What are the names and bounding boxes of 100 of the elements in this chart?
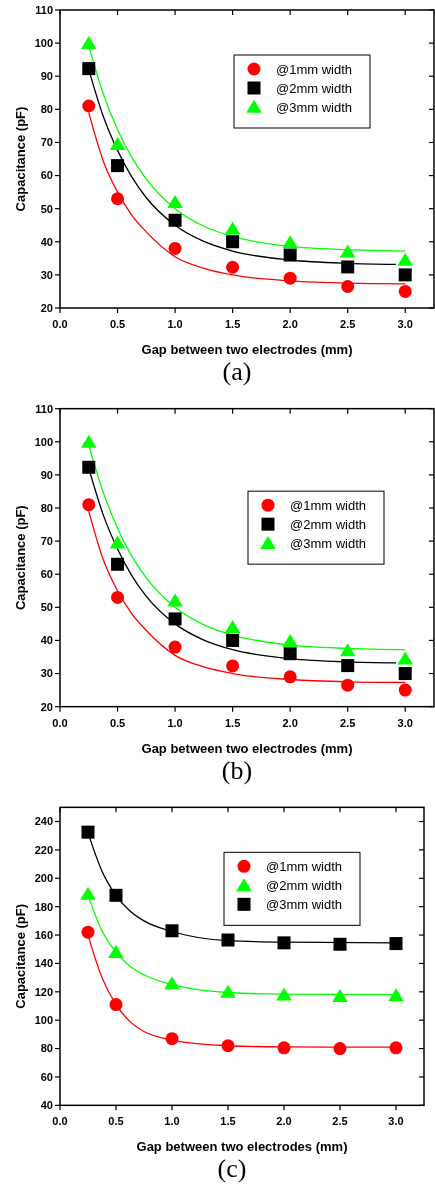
y-tick-label: 30: [40, 268, 53, 281]
y-tick-label: 180: [34, 900, 53, 913]
y-tick-label: 20: [40, 301, 53, 314]
point: [82, 498, 96, 512]
point: [339, 244, 356, 258]
x-tick-label: 1.5: [224, 318, 241, 330]
x-tick-label: 3.0: [397, 716, 413, 729]
y-tick-label: 50: [40, 601, 53, 614]
point: [283, 647, 297, 661]
point: [109, 888, 123, 902]
y-tick-label: 90: [40, 70, 53, 83]
x-tick-label: 0.5: [109, 318, 126, 330]
y-axis-title: Capacitance (pF): [13, 106, 28, 212]
y-tick-label: 70: [40, 136, 53, 149]
point: [283, 670, 297, 684]
point: [111, 192, 125, 206]
point: [397, 651, 414, 665]
point: [220, 984, 236, 998]
point: [82, 99, 96, 113]
text: (b): [221, 755, 253, 785]
text: (c): [217, 1154, 247, 1184]
y-tick-label: 60: [40, 568, 53, 581]
x-tick-label: 1.0: [167, 318, 183, 330]
point: [165, 1032, 179, 1046]
y-tick-label: 80: [40, 1042, 53, 1055]
y-tick-label: 160: [34, 928, 53, 941]
point: [398, 284, 412, 298]
point: [398, 268, 412, 282]
y-tick-label: 40: [40, 1099, 53, 1112]
x-tick-label: 0.5: [108, 1115, 124, 1128]
point: [167, 194, 183, 208]
text: (a): [222, 357, 252, 386]
x-tick-label: 1.5: [224, 716, 241, 729]
y-tick-label: 200: [34, 872, 53, 885]
point: [226, 633, 240, 647]
point: [226, 659, 240, 673]
x-axis-title: Gap between two electrodes (mm): [141, 740, 353, 756]
point: [168, 213, 182, 227]
point: [339, 643, 356, 657]
point: [398, 683, 412, 697]
x-tick-label: 2.5: [332, 1115, 348, 1128]
x-tick-label: 1.5: [220, 1115, 236, 1128]
point: [168, 241, 182, 255]
point: [221, 1039, 235, 1053]
y-tick-label: 110: [35, 3, 53, 16]
point: [276, 987, 292, 1001]
y-tick-label: 70: [40, 534, 53, 547]
point: [111, 590, 125, 604]
legend-label: @2mm width: [276, 80, 353, 96]
point: [341, 260, 355, 274]
point: [80, 35, 97, 49]
point: [397, 252, 414, 266]
point: [109, 535, 126, 549]
point: [283, 271, 297, 285]
y-tick-label: 60: [40, 169, 53, 182]
point: [398, 667, 412, 681]
point: [108, 944, 124, 958]
point: [226, 235, 240, 249]
point: [82, 62, 96, 76]
legend-label: @1mm width: [266, 858, 343, 874]
legend-label: @3mm width: [290, 535, 367, 551]
legend-label: @1mm width: [276, 61, 353, 77]
y-tick-label: 40: [40, 634, 53, 647]
y-tick-label: 60: [40, 1070, 53, 1083]
point: [111, 557, 125, 571]
x-tick-label: 2.0: [276, 1115, 292, 1128]
y-tick-label: 220: [34, 843, 53, 856]
point: [388, 988, 404, 1002]
legend-label: @1mm width: [290, 497, 367, 513]
y-tick-label: 140: [34, 957, 53, 970]
x-tick-label: 0.0: [52, 1115, 68, 1128]
x-tick-label: 1.0: [167, 716, 183, 729]
x-axis-title: Gap between two electrodes (mm): [136, 1139, 348, 1155]
point: [80, 886, 96, 900]
point: [277, 1041, 291, 1055]
x-tick-label: 3.0: [388, 1115, 404, 1128]
x-tick-label: 3.0: [397, 318, 413, 330]
point: [224, 620, 241, 634]
point: [332, 988, 348, 1002]
legend-label: @2mm width: [290, 516, 367, 532]
point: [81, 925, 95, 939]
y-axis-title: Capacitance (pF): [13, 505, 28, 611]
y-tick-label: 120: [34, 985, 53, 998]
point: [282, 633, 298, 647]
y-tick-label: 90: [40, 468, 53, 481]
point: [333, 937, 347, 951]
point: [81, 825, 95, 839]
point: [282, 235, 298, 249]
point: [111, 159, 125, 173]
point: [389, 937, 403, 951]
point: [168, 612, 182, 626]
y-tick-label: 100: [34, 36, 53, 49]
point: [109, 136, 126, 150]
point: [341, 279, 355, 293]
y-tick-label: 50: [40, 202, 53, 215]
point: [341, 659, 355, 673]
point: [82, 460, 96, 474]
point: [333, 1042, 347, 1056]
x-tick-label: 0.0: [52, 716, 68, 729]
legend-label: @3mm width: [276, 99, 353, 115]
